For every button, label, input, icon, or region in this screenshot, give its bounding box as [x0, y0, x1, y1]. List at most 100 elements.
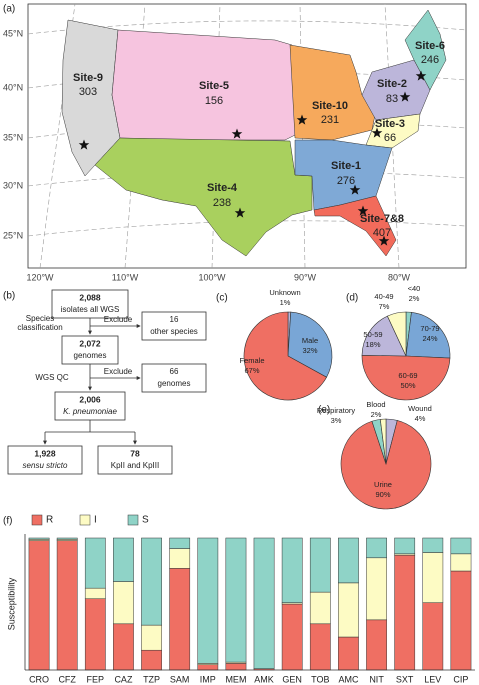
x-tick-label: FEP — [87, 674, 105, 684]
x-tick-label: LEV — [424, 674, 441, 684]
x-tick-label: AMK — [254, 674, 274, 684]
bar-segment — [422, 537, 444, 553]
flow-text: genomes — [74, 351, 107, 360]
slice-value: 2% — [371, 410, 382, 419]
bar-segment — [309, 623, 331, 671]
bar-segment — [113, 581, 134, 625]
bar-segment — [422, 552, 444, 603]
bar-segment — [281, 537, 303, 603]
bar-segment — [394, 537, 416, 555]
flow-count: 78 — [130, 448, 140, 458]
x-tick-label: GEN — [282, 674, 302, 684]
slice-value: 24% — [422, 334, 437, 343]
flow-label: classification — [17, 323, 62, 332]
site-count: 246 — [421, 54, 439, 66]
bar-segment — [197, 664, 219, 671]
connector — [45, 420, 135, 433]
bar-segment — [366, 619, 387, 671]
bar-segment — [84, 537, 106, 589]
flow-count: 66 — [170, 367, 179, 376]
bar-segment — [197, 537, 219, 664]
lat-label: 45°N — [3, 28, 23, 38]
pie-slice — [361, 315, 407, 357]
x-tick-label: CAZ — [114, 674, 133, 684]
bar-segment — [338, 582, 359, 638]
site-name: Site-5 — [199, 80, 229, 92]
bar-segment — [141, 537, 162, 626]
x-tick-label: TZP — [143, 674, 160, 684]
lon-label: 100°W — [198, 272, 226, 282]
site-labels: Site-9 303 Site-5 156 Site-10 231 Site-2… — [73, 40, 445, 239]
slice-label: 50-59 — [363, 330, 382, 339]
bar-segment — [309, 537, 331, 593]
flow-text: isolates all WGS — [61, 305, 120, 314]
flow-box — [61, 335, 119, 365]
flow-text: sensu stricto — [23, 461, 68, 470]
site-count: 66 — [384, 132, 396, 144]
slice-label: Urine — [374, 480, 392, 489]
region — [111, 29, 296, 141]
pie-slice — [243, 311, 327, 401]
site-count: 231 — [321, 114, 339, 126]
bar-segment — [394, 554, 416, 671]
flow-box — [54, 391, 126, 421]
lat-label: 35°N — [3, 132, 23, 142]
bar-segment — [338, 537, 359, 584]
bar-segment — [309, 591, 331, 625]
site-name: Site-10 — [312, 100, 348, 112]
bar-segment — [366, 557, 387, 621]
panel-label: (e) — [318, 405, 330, 416]
slice-value: 4% — [415, 414, 426, 423]
region — [313, 195, 397, 257]
flow-box — [51, 289, 129, 319]
site-name: Site-4 — [207, 182, 238, 194]
slice-label: Blood — [366, 400, 385, 409]
flow-text: KpII and KpIII — [111, 461, 159, 470]
slice-value: 2% — [409, 294, 420, 303]
region — [404, 9, 447, 91]
x-tick-label: NIT — [369, 674, 384, 684]
lon-label: 90°W — [294, 272, 317, 282]
site-count: 303 — [79, 86, 97, 98]
slice-label: Female — [239, 356, 264, 365]
site-count: 238 — [213, 197, 231, 209]
site-name: Site-2 — [377, 78, 407, 90]
lon-label: 80°W — [388, 272, 411, 282]
panel-label: (d) — [346, 293, 358, 304]
pie-slice — [361, 355, 451, 401]
panel-label: (b) — [3, 291, 15, 302]
flow-text: other species — [150, 327, 198, 336]
bar-segment — [141, 649, 162, 671]
flow-label: WGS QC — [35, 373, 69, 382]
x-tick-label: CFZ — [58, 674, 76, 684]
legend-label: S — [142, 515, 149, 526]
flow-label: Exclude — [104, 315, 133, 324]
bar-segment — [169, 568, 191, 671]
slice-label: <40 — [408, 284, 421, 293]
x-tick-label: CRO — [29, 674, 49, 684]
site-name: Site-6 — [415, 40, 445, 52]
site-count: 83 — [386, 93, 398, 105]
x-tick-label: CIP — [453, 674, 468, 684]
panel-label: (a) — [3, 4, 15, 15]
bar-segment — [169, 537, 191, 549]
bar-segment — [281, 603, 303, 671]
slice-label: Unknown — [269, 288, 300, 297]
site-count: 156 — [205, 95, 223, 107]
pie-slice — [340, 420, 432, 510]
bar-segment — [113, 623, 134, 671]
site-name: Site-1 — [331, 160, 361, 172]
slice-value: 18% — [365, 340, 380, 349]
slice-label: 70-79 — [420, 324, 439, 333]
lon-labels: 120°W 110°W 100°W 90°W 80°W — [26, 272, 410, 282]
bar-segment — [169, 548, 191, 569]
bar-segment — [84, 587, 106, 599]
flow-count: 16 — [170, 315, 179, 324]
flow-box — [141, 363, 207, 393]
legend-swatch — [31, 514, 43, 526]
lat-label: 40°N — [3, 82, 23, 92]
bar-segment — [141, 624, 162, 651]
site-count: 276 — [337, 175, 355, 187]
lon-label: 110°W — [112, 272, 139, 282]
